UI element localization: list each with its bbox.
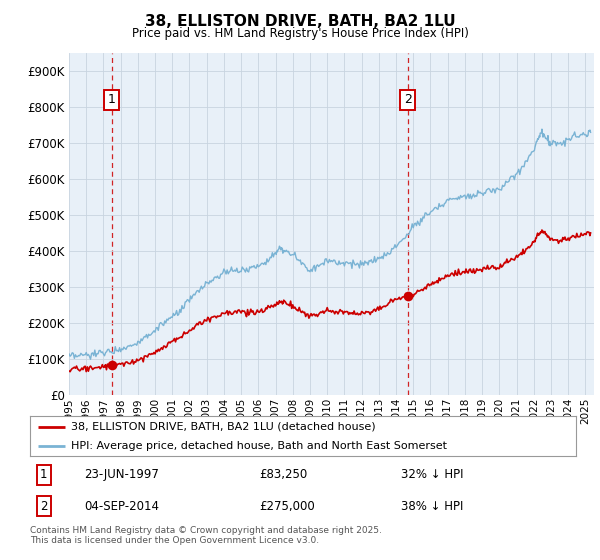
Text: 2: 2 [40, 500, 47, 513]
Text: 2: 2 [404, 94, 412, 106]
Text: 32% ↓ HPI: 32% ↓ HPI [401, 468, 464, 482]
Text: Price paid vs. HM Land Registry's House Price Index (HPI): Price paid vs. HM Land Registry's House … [131, 27, 469, 40]
Text: £83,250: £83,250 [259, 468, 308, 482]
Text: 1: 1 [107, 94, 115, 106]
Text: 38% ↓ HPI: 38% ↓ HPI [401, 500, 464, 513]
Text: HPI: Average price, detached house, Bath and North East Somerset: HPI: Average price, detached house, Bath… [71, 441, 447, 450]
Text: Contains HM Land Registry data © Crown copyright and database right 2025.: Contains HM Land Registry data © Crown c… [30, 526, 382, 535]
Text: 23-JUN-1997: 23-JUN-1997 [85, 468, 160, 482]
Text: 38, ELLISTON DRIVE, BATH, BA2 1LU: 38, ELLISTON DRIVE, BATH, BA2 1LU [145, 14, 455, 29]
Text: 38, ELLISTON DRIVE, BATH, BA2 1LU (detached house): 38, ELLISTON DRIVE, BATH, BA2 1LU (detac… [71, 422, 376, 432]
Text: This data is licensed under the Open Government Licence v3.0.: This data is licensed under the Open Gov… [30, 536, 319, 545]
Text: £275,000: £275,000 [259, 500, 315, 513]
Text: 1: 1 [40, 468, 47, 482]
Text: 04-SEP-2014: 04-SEP-2014 [85, 500, 160, 513]
